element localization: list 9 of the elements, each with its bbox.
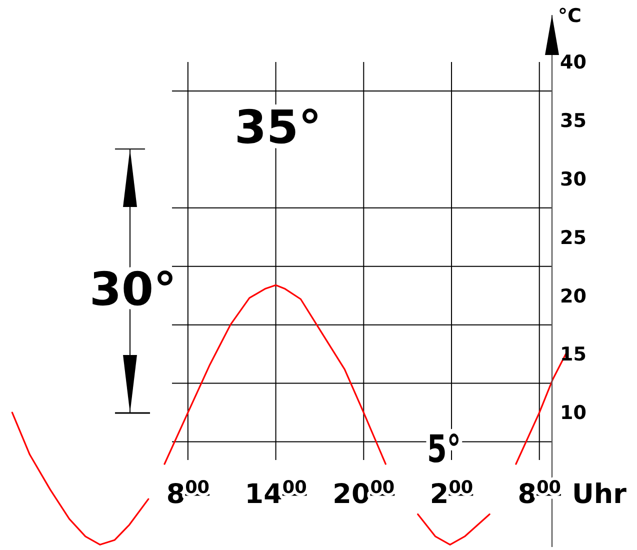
y-axis-title: °C — [558, 5, 582, 27]
y-tick-label: 15 — [560, 344, 586, 366]
y-tick-label: 20 — [560, 285, 586, 308]
x-axis-title: Uhr — [572, 479, 628, 510]
y-tick-label: 30 — [560, 168, 586, 190]
y-tick-label: 40 — [560, 51, 586, 74]
y-tick-label: 25 — [560, 226, 586, 249]
y-tick-label: 10 — [560, 402, 586, 424]
y-tick-label: 35 — [560, 110, 586, 132]
